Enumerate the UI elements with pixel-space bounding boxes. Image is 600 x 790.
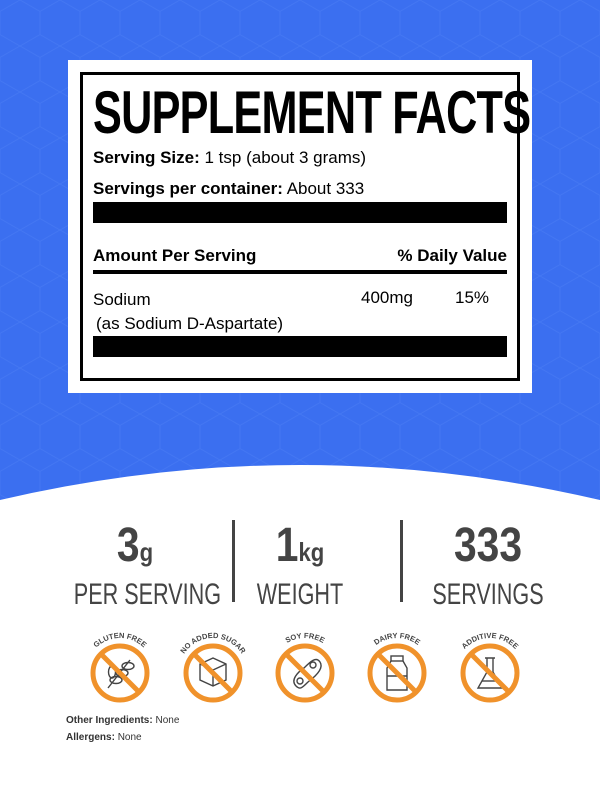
- amount-header: Amount Per Serving: [93, 246, 257, 265]
- ingredient-daily-value: 15%: [455, 288, 490, 307]
- column-header: Amount Per Serving % Daily Value: [93, 246, 507, 266]
- badge-label: SOY FREE: [284, 631, 327, 645]
- stat-value: 333: [453, 519, 523, 572]
- serving-size-label: Serving Size:: [93, 148, 200, 167]
- ingredient-amount: 400mg: [361, 288, 413, 307]
- supplement-facts-panel: SUPPLEMENT FACTS Serving Size: 1 tsp (ab…: [68, 60, 532, 393]
- ingredient-detail: (as Sodium D-Aspartate): [96, 314, 284, 333]
- daily-value-header: % Daily Value: [397, 246, 507, 265]
- stat-servings: 333 SERVINGS: [403, 520, 573, 612]
- serving-size-value: 1 tsp (about 3 grams): [204, 148, 367, 167]
- allergens-value: None: [117, 732, 142, 743]
- badges-row: GLUTEN FREE NO ADDED SUGAR SOY FREE DAIR…: [90, 631, 520, 703]
- stat-separator: [232, 520, 235, 602]
- ingredient-name: Sodium: [93, 290, 151, 309]
- divider-line: [93, 270, 507, 274]
- prohibited-icon: [183, 643, 243, 703]
- allergens-label: Allergens:: [66, 732, 115, 743]
- serving-size: Serving Size: 1 tsp (about 3 grams): [93, 148, 366, 168]
- stat-separator: [400, 520, 403, 602]
- stat-value: 1kg: [275, 519, 325, 572]
- stat-label: PER SERVING: [73, 578, 222, 611]
- divider-bar: [93, 202, 507, 223]
- servings-label: Servings per container:: [93, 179, 283, 198]
- stat-value: 3g: [116, 519, 154, 572]
- prohibited-icon: [275, 643, 335, 703]
- prohibited-icon: [90, 643, 150, 703]
- prohibited-icon: [367, 643, 427, 703]
- divider-bar: [93, 336, 507, 357]
- other-ingredients-value: None: [155, 715, 180, 726]
- badge-label: NO ADDED SUGAR: [178, 631, 248, 656]
- white-curve: [0, 465, 600, 790]
- facts-border: SUPPLEMENT FACTS Serving Size: 1 tsp (ab…: [80, 72, 531, 381]
- facts-title: SUPPLEMENT FACTS: [93, 79, 531, 146]
- allergens: Allergens: None: [66, 732, 142, 743]
- other-ingredients: Other Ingredients: None: [66, 715, 179, 726]
- stat-weight: 1kg WEIGHT: [215, 520, 385, 612]
- servings-per-container: Servings per container: About 333: [93, 179, 364, 199]
- stat-per-serving: 3g PER SERVING: [50, 519, 222, 612]
- other-ingredients-label: Other Ingredients:: [66, 715, 153, 726]
- soybean-icon: [293, 658, 322, 689]
- servings-value: About 333: [286, 179, 365, 198]
- prohibited-icon: [460, 643, 520, 703]
- stat-label: WEIGHT: [256, 578, 344, 611]
- stat-label: SERVINGS: [432, 578, 544, 611]
